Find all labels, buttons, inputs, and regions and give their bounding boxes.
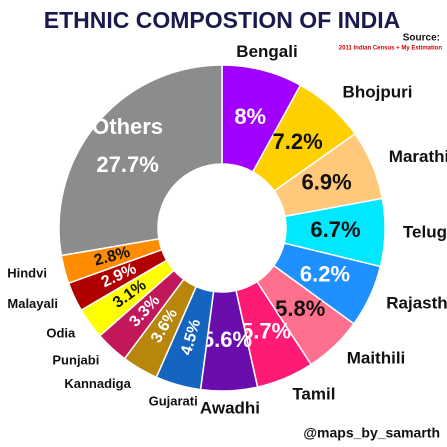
category-label: Rajasthani [386, 294, 447, 313]
category-label: Tamil [292, 384, 335, 403]
value-label: 5.6% [202, 327, 252, 352]
value-label: 6.7% [310, 217, 360, 242]
category-label: Punjabi [52, 353, 99, 368]
value-label: 5.7% [241, 318, 291, 343]
chart-title: ETHNIC COMPOSTION OF INDIA [44, 7, 401, 33]
category-label: Bengali [236, 42, 297, 61]
slice [58, 64, 223, 257]
source-label: Source: [403, 33, 440, 44]
category-label: Hindvi [7, 266, 47, 281]
category-label: Odia [46, 325, 76, 340]
source: 2011 Indian Census + My Estimation [339, 46, 443, 52]
value-label: 5.8% [275, 296, 325, 321]
value-label: 8% [234, 104, 266, 129]
value-label: 6.9% [302, 170, 352, 195]
category-label: Marathi [389, 147, 447, 166]
credit: @maps_by_samarth [303, 425, 440, 441]
category-label: Bhojpuri [343, 82, 413, 101]
value-label: 6.2% [300, 261, 350, 286]
category-label: Telugu [403, 223, 447, 242]
category-label: Gujarati [149, 394, 198, 409]
category-label: Maithili [347, 349, 406, 368]
slice-name: Others [92, 114, 163, 139]
category-label: Malayali [7, 296, 58, 311]
category-label: Kannadiga [64, 376, 131, 391]
value-label: 7.2% [273, 129, 323, 154]
category-label: Awadhi [200, 398, 260, 417]
value-label: 27.7% [96, 152, 158, 177]
